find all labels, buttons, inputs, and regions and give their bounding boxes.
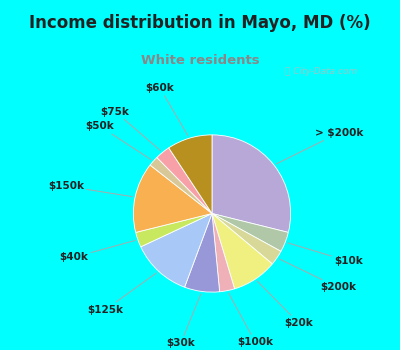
Text: $50k: $50k xyxy=(86,121,151,160)
Text: $60k: $60k xyxy=(146,83,188,136)
Wedge shape xyxy=(133,165,212,232)
Wedge shape xyxy=(150,158,212,214)
Text: White residents: White residents xyxy=(141,54,259,66)
Text: $10k: $10k xyxy=(288,243,363,266)
Wedge shape xyxy=(212,214,281,264)
Text: Income distribution in Mayo, MD (%): Income distribution in Mayo, MD (%) xyxy=(29,14,371,32)
Text: $30k: $30k xyxy=(166,294,201,349)
Wedge shape xyxy=(157,148,212,214)
Wedge shape xyxy=(141,214,212,287)
Text: $75k: $75k xyxy=(101,107,160,150)
Wedge shape xyxy=(212,135,291,232)
Text: $200k: $200k xyxy=(280,259,356,292)
Text: ⓘ City-Data.com: ⓘ City-Data.com xyxy=(285,67,357,76)
Text: > $200k: > $200k xyxy=(276,128,364,164)
Wedge shape xyxy=(212,214,234,292)
Wedge shape xyxy=(184,214,220,292)
Text: $20k: $20k xyxy=(257,281,313,328)
Wedge shape xyxy=(169,135,212,214)
Text: $100k: $100k xyxy=(228,293,273,347)
Text: $125k: $125k xyxy=(87,273,156,315)
Text: $150k: $150k xyxy=(48,181,132,197)
Wedge shape xyxy=(136,214,212,247)
Wedge shape xyxy=(212,214,288,251)
Text: $40k: $40k xyxy=(60,240,135,262)
Wedge shape xyxy=(212,214,272,289)
